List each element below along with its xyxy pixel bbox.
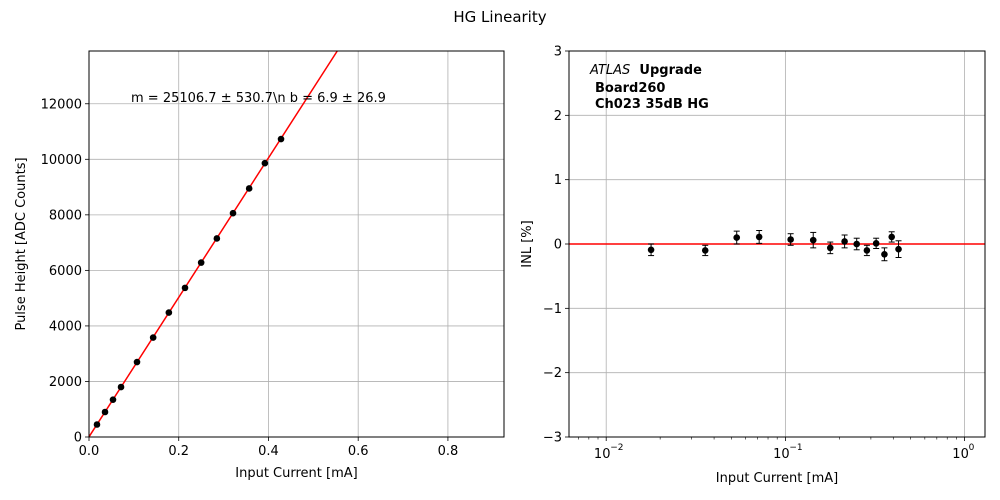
data-point (93, 421, 101, 428)
right-x-tick-label: 10 (773, 447, 790, 462)
left-y-tick-label: 2000 (49, 375, 82, 390)
data-point (149, 334, 157, 341)
right-y-ticks: −3 −2 −1 0 1 2 3 (543, 45, 569, 446)
right-x-axis-label: Input Current [mA] (716, 471, 838, 486)
data-point (181, 284, 189, 292)
atlas-label-bold: Upgrade (639, 63, 702, 78)
data-point (277, 135, 285, 143)
right-y-tick-label: 0 (554, 238, 562, 253)
data-point (213, 235, 221, 242)
inl-data-point (787, 236, 794, 243)
data-point (109, 396, 117, 403)
right-y-tick-label: −3 (543, 431, 562, 446)
inl-data-point (872, 240, 880, 247)
right-x-tick-exponent: 0 (969, 443, 975, 453)
left-y-tick-label: 8000 (49, 208, 82, 223)
inl-data-point (733, 234, 741, 241)
left-y-axis-label: Pulse Height [ADC Counts] (14, 157, 29, 330)
data-point (229, 209, 237, 217)
right-data-points (647, 229, 902, 262)
inl-data-point (853, 240, 860, 248)
data-point (197, 259, 205, 266)
linearity-chart: 0.0 0.2 0.4 0.6 0.8 0 2000 4000 6000 8000 10000 12… (14, 50, 505, 481)
left-y-tick-label: 10000 (41, 153, 82, 168)
left-y-tick-label: 6000 (49, 264, 82, 279)
inl-data-point (701, 247, 709, 254)
data-point (165, 309, 173, 316)
left-x-ticks: 0.0 0.2 0.4 0.6 0.8 (79, 437, 459, 459)
left-x-tick-label: 0.2 (168, 444, 189, 459)
atlas-label-italic: ATLAS (589, 63, 630, 78)
figure-title: HG Linearity (453, 8, 546, 26)
right-x-tick-exponent: −1 (789, 443, 802, 453)
right-x-tick-label: 10 (594, 447, 611, 462)
left-x-tick-label: 0.4 (258, 444, 279, 459)
right-x-ticks: 10 −2 10 −1 10 0 (578, 437, 975, 462)
data-point (133, 358, 141, 366)
inl-data-point (895, 245, 902, 253)
left-fit-line-group (88, 50, 338, 438)
fit-line (88, 50, 338, 438)
left-y-ticks: 0 2000 4000 6000 8000 10000 12000 (41, 97, 89, 446)
right-y-tick-label: −2 (543, 366, 562, 381)
inl-data-point (647, 246, 655, 254)
left-x-tick-label: 0.6 (348, 444, 369, 459)
left-x-axis-label: Input Current [mA] (235, 466, 357, 481)
fit-annotation: m = 25106.7 ± 530.7\n b = 6.9 ± 26.9 (131, 91, 386, 106)
left-data-points (93, 135, 285, 428)
left-y-tick-label: 4000 (49, 319, 82, 334)
left-plot-frame (88, 50, 505, 438)
data-point (245, 185, 253, 192)
data-point (261, 159, 269, 167)
inl-data-point (888, 233, 896, 241)
inl-data-point (881, 250, 888, 258)
inl-data-point (826, 244, 834, 252)
right-x-tick-label: 10 (952, 447, 969, 462)
data-point (101, 408, 109, 416)
data-point (117, 383, 125, 391)
atlas-label: ATLAS Upgrade (589, 63, 702, 78)
right-x-tick-exponent: −2 (610, 443, 623, 453)
right-y-tick-label: −1 (543, 302, 562, 317)
right-y-tick-label: 3 (554, 45, 562, 60)
channel-label: Ch023 35dB HG (595, 97, 709, 112)
inl-data-point (841, 238, 848, 245)
inl-data-point (809, 236, 817, 244)
inl-data-point (755, 233, 763, 241)
right-y-axis-label: INL [%] (520, 220, 535, 267)
board-label: Board260 (595, 81, 665, 96)
inl-data-point (863, 247, 871, 254)
left-x-tick-label: 0.0 (79, 444, 100, 459)
left-y-tick-label: 12000 (41, 97, 82, 112)
left-y-tick-label: 0 (74, 431, 82, 446)
right-y-tick-label: 2 (554, 109, 562, 124)
left-grid (88, 51, 504, 438)
right-y-tick-label: 1 (554, 173, 562, 188)
left-x-tick-label: 0.8 (438, 444, 459, 459)
